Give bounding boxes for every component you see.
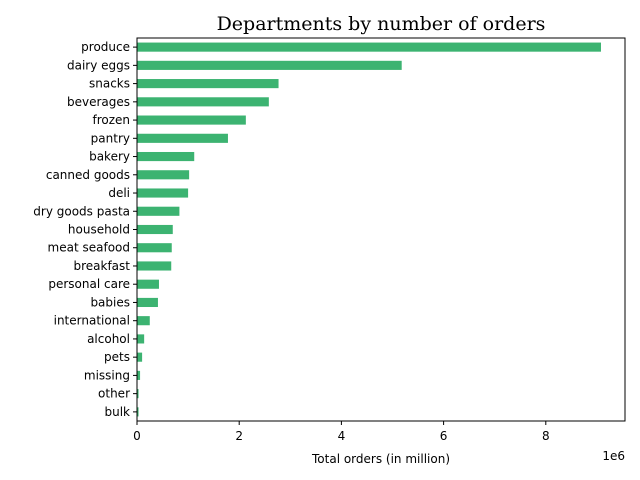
bar-personal-care — [137, 279, 159, 289]
bar-deli — [137, 188, 189, 198]
y-tick-label: meat seafood — [48, 241, 130, 255]
x-tick-label: 6 — [440, 429, 448, 443]
bar-meat-seafood — [137, 243, 172, 253]
y-tick-label: dry goods pasta — [33, 204, 130, 218]
bar-produce — [137, 42, 601, 52]
bar-dairy-eggs — [137, 60, 402, 70]
x-tick-label: 4 — [338, 429, 346, 443]
y-tick-label: pets — [104, 350, 130, 364]
y-tick-label: dairy eggs — [67, 58, 130, 72]
bar-breakfast — [137, 261, 172, 271]
y-tick-label: other — [98, 387, 130, 401]
axes-frame — [136, 37, 626, 422]
y-tick-label: frozen — [92, 113, 130, 127]
y-tick-label: beverages — [67, 95, 130, 109]
y-tick-label: bakery — [89, 150, 130, 164]
bar-missing — [137, 370, 141, 380]
y-tick-label: alcohol — [87, 332, 130, 346]
bar-canned-goods — [137, 170, 190, 180]
y-tick-label: deli — [108, 186, 130, 200]
y-tick-label: missing — [84, 368, 130, 382]
x-tick-label: 0 — [133, 429, 141, 443]
bar-beverages — [137, 97, 269, 107]
y-tick-label: babies — [90, 295, 130, 309]
bar-babies — [137, 297, 158, 308]
y-axis-ticks: produce dairy eggs snacks beverages frozen pa… — [33, 40, 137, 419]
y-tick-label: bulk — [104, 405, 130, 419]
x-axis-label: Total orders (in million) — [311, 452, 450, 466]
y-tick-label: international — [54, 314, 130, 328]
bar-pantry — [137, 133, 228, 143]
y-tick-label: produce — [81, 40, 130, 54]
bar-international — [137, 316, 150, 326]
y-tick-label: household — [68, 223, 130, 237]
chart-title: Departments by number of orders — [217, 13, 546, 35]
x-axis-ticks: 0 2 4 6 8 — [133, 421, 550, 443]
x-axis-offset-label: 1e6 — [602, 449, 625, 463]
bar-snacks — [137, 79, 279, 89]
bar-alcohol — [137, 334, 145, 344]
y-tick-label: breakfast — [73, 259, 130, 273]
y-tick-label: pantry — [91, 131, 130, 145]
x-tick-label: 8 — [542, 429, 550, 443]
y-tick-label: canned goods — [46, 168, 130, 182]
x-tick-label: 2 — [235, 429, 243, 443]
bar-dry-goods-pasta — [137, 206, 180, 216]
bar-frozen — [137, 115, 246, 125]
bar-bulk — [137, 407, 139, 417]
y-tick-label: personal care — [48, 277, 130, 291]
bar-household — [137, 224, 173, 235]
bar-other — [137, 389, 139, 399]
bar-pets — [137, 352, 143, 362]
bars-layer — [137, 42, 601, 417]
y-tick-label: snacks — [89, 77, 130, 91]
bar-bakery — [137, 151, 195, 162]
